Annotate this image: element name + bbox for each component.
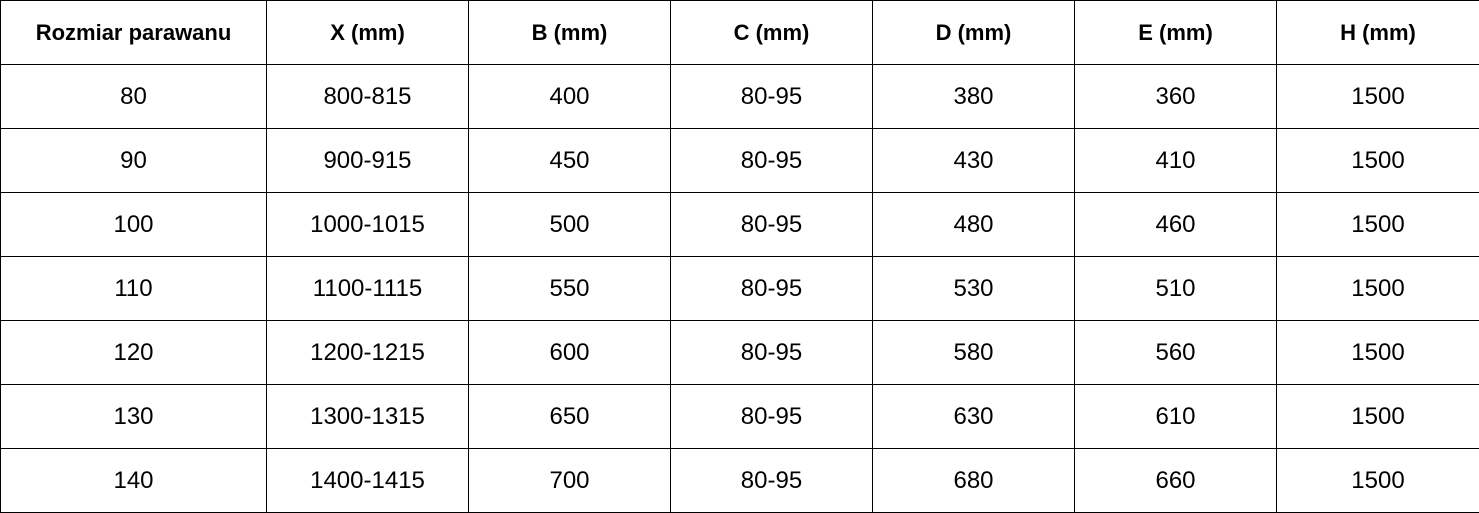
table-cell: 130 (0, 384, 267, 449)
table-cell: 100 (0, 192, 267, 257)
table-cell: 80 (0, 64, 267, 129)
table-cell: 430 (872, 128, 1075, 193)
table-cell: 380 (872, 64, 1075, 129)
table-cell: 1500 (1276, 256, 1479, 321)
column-header: X (mm) (266, 0, 469, 65)
table-row: 120 1200-1215 600 80-95 580 560 1500 (0, 320, 1479, 385)
table-cell: 80-95 (670, 192, 873, 257)
table-cell: 650 (468, 384, 671, 449)
table-cell: 400 (468, 64, 671, 129)
table-cell: 1300-1315 (266, 384, 469, 449)
table-cell: 80-95 (670, 256, 873, 321)
column-header: D (mm) (872, 0, 1075, 65)
table-cell: 1400-1415 (266, 448, 469, 513)
table-row: 110 1100-1115 550 80-95 530 510 1500 (0, 256, 1479, 321)
table-cell: 1500 (1276, 64, 1479, 129)
column-header: E (mm) (1074, 0, 1277, 65)
table-cell: 550 (468, 256, 671, 321)
table-cell: 700 (468, 448, 671, 513)
table-cell: 510 (1074, 256, 1277, 321)
table-cell: 80-95 (670, 64, 873, 129)
table-cell: 600 (468, 320, 671, 385)
table-cell: 1500 (1276, 192, 1479, 257)
table-cell: 90 (0, 128, 267, 193)
table-cell: 480 (872, 192, 1075, 257)
table-cell: 450 (468, 128, 671, 193)
table-cell: 500 (468, 192, 671, 257)
table-cell: 80-95 (670, 128, 873, 193)
column-header: B (mm) (468, 0, 671, 65)
table-row: 100 1000-1015 500 80-95 480 460 1500 (0, 192, 1479, 257)
table-row: 80 800-815 400 80-95 380 360 1500 (0, 64, 1479, 129)
column-header: Rozmiar parawanu (0, 0, 267, 65)
header-row: Rozmiar parawanu X (mm) B (mm) C (mm) D (mm)… (0, 0, 1479, 65)
table-cell: 80-95 (670, 448, 873, 513)
table-cell: 120 (0, 320, 267, 385)
table-cell: 900-915 (266, 128, 469, 193)
table-cell: 80-95 (670, 384, 873, 449)
table-cell: 80-95 (670, 320, 873, 385)
table-row: 140 1400-1415 700 80-95 680 660 1500 (0, 448, 1479, 513)
table-row: 90 900-915 450 80-95 430 410 1500 (0, 128, 1479, 193)
table-cell: 610 (1074, 384, 1277, 449)
table-cell: 680 (872, 448, 1075, 513)
column-header: H (mm) (1276, 0, 1479, 65)
table-cell: 580 (872, 320, 1075, 385)
table-cell: 630 (872, 384, 1075, 449)
table-cell: 360 (1074, 64, 1277, 129)
table-cell: 410 (1074, 128, 1277, 193)
table-cell: 530 (872, 256, 1075, 321)
table-cell: 1500 (1276, 128, 1479, 193)
table-cell: 460 (1074, 192, 1277, 257)
table-cell: 1500 (1276, 384, 1479, 449)
column-header: C (mm) (670, 0, 873, 65)
table-cell: 110 (0, 256, 267, 321)
table-cell: 1500 (1276, 320, 1479, 385)
table-cell: 660 (1074, 448, 1277, 513)
table-cell: 1000-1015 (266, 192, 469, 257)
table-cell: 1100-1115 (266, 256, 469, 321)
table-cell: 560 (1074, 320, 1277, 385)
table-row: 130 1300-1315 650 80-95 630 610 1500 (0, 384, 1479, 449)
table-cell: 1500 (1276, 448, 1479, 513)
table-cell: 800-815 (266, 64, 469, 129)
table-cell: 1200-1215 (266, 320, 469, 385)
table-cell: 140 (0, 448, 267, 513)
